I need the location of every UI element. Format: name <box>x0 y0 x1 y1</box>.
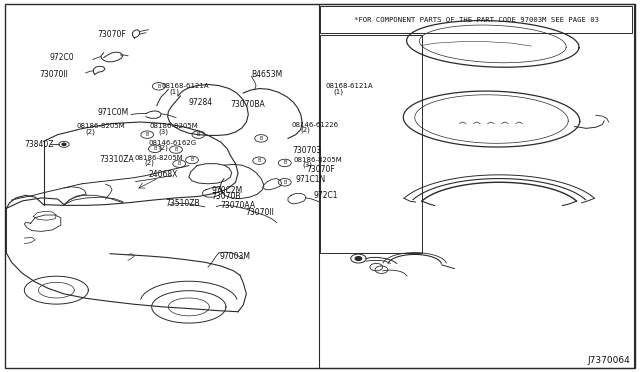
Text: 970C2M: 970C2M <box>211 186 243 195</box>
Text: 73070B: 73070B <box>211 192 241 201</box>
Text: (1): (1) <box>170 88 180 95</box>
Text: 971C0M: 971C0M <box>97 108 129 117</box>
Text: 73070II: 73070II <box>245 208 274 217</box>
Text: 08168-6121A: 08168-6121A <box>325 83 372 89</box>
Bar <box>320 6 632 33</box>
Text: 73070F: 73070F <box>306 165 335 174</box>
Text: B4653M: B4653M <box>252 70 283 79</box>
Text: 730703: 730703 <box>292 146 321 155</box>
Bar <box>320 35 422 253</box>
Bar <box>319 4 634 368</box>
Text: (2): (2) <box>85 128 95 135</box>
Text: 73310ZA: 73310ZA <box>99 155 134 164</box>
Text: B: B <box>259 136 263 141</box>
Text: (3): (3) <box>302 161 312 168</box>
Text: 97003M: 97003M <box>220 252 250 261</box>
Text: B: B <box>283 160 287 166</box>
Text: (2): (2) <box>301 126 310 133</box>
Text: 73070F: 73070F <box>97 30 126 39</box>
Text: B: B <box>196 132 200 137</box>
Text: B: B <box>257 158 261 163</box>
Text: 972C0: 972C0 <box>50 53 74 62</box>
Text: 73070AA: 73070AA <box>221 201 256 210</box>
Text: (2): (2) <box>144 160 154 166</box>
Text: B: B <box>190 157 194 163</box>
Text: J7370064: J7370064 <box>588 356 630 365</box>
Text: 08146-61226: 08146-61226 <box>292 122 339 128</box>
Text: 08186-8205M: 08186-8205M <box>149 124 198 129</box>
Text: 08186-8205M: 08186-8205M <box>293 157 342 163</box>
Text: 97284: 97284 <box>189 98 213 107</box>
Text: B: B <box>145 132 149 137</box>
Circle shape <box>62 143 66 145</box>
Text: *FOR COMPONENT PARTS OF THE PART CODE 97003M SEE PAGE 03: *FOR COMPONENT PARTS OF THE PART CODE 97… <box>354 16 598 23</box>
Text: (2): (2) <box>159 145 168 151</box>
Text: 73070II: 73070II <box>40 70 68 79</box>
Text: B: B <box>157 84 161 89</box>
Text: 08186-8205M: 08186-8205M <box>77 124 125 129</box>
Text: (1): (1) <box>333 88 344 95</box>
Circle shape <box>355 257 362 260</box>
Text: 972C1: 972C1 <box>314 191 338 200</box>
Text: B: B <box>177 161 181 166</box>
Text: (3): (3) <box>159 128 169 135</box>
Text: 24068X: 24068X <box>148 170 178 179</box>
Text: 08168-6121A: 08168-6121A <box>161 83 209 89</box>
Text: 73510ZB: 73510ZB <box>165 199 200 208</box>
Text: B: B <box>174 147 178 152</box>
Text: 08146-6162G: 08146-6162G <box>148 140 196 146</box>
Text: 971C1N: 971C1N <box>296 175 326 184</box>
Text: 08186-8205M: 08186-8205M <box>134 155 183 161</box>
Text: 73840Z: 73840Z <box>24 140 54 149</box>
Text: 73070BA: 73070BA <box>230 100 265 109</box>
Text: B: B <box>283 180 287 185</box>
Text: B: B <box>153 146 157 151</box>
